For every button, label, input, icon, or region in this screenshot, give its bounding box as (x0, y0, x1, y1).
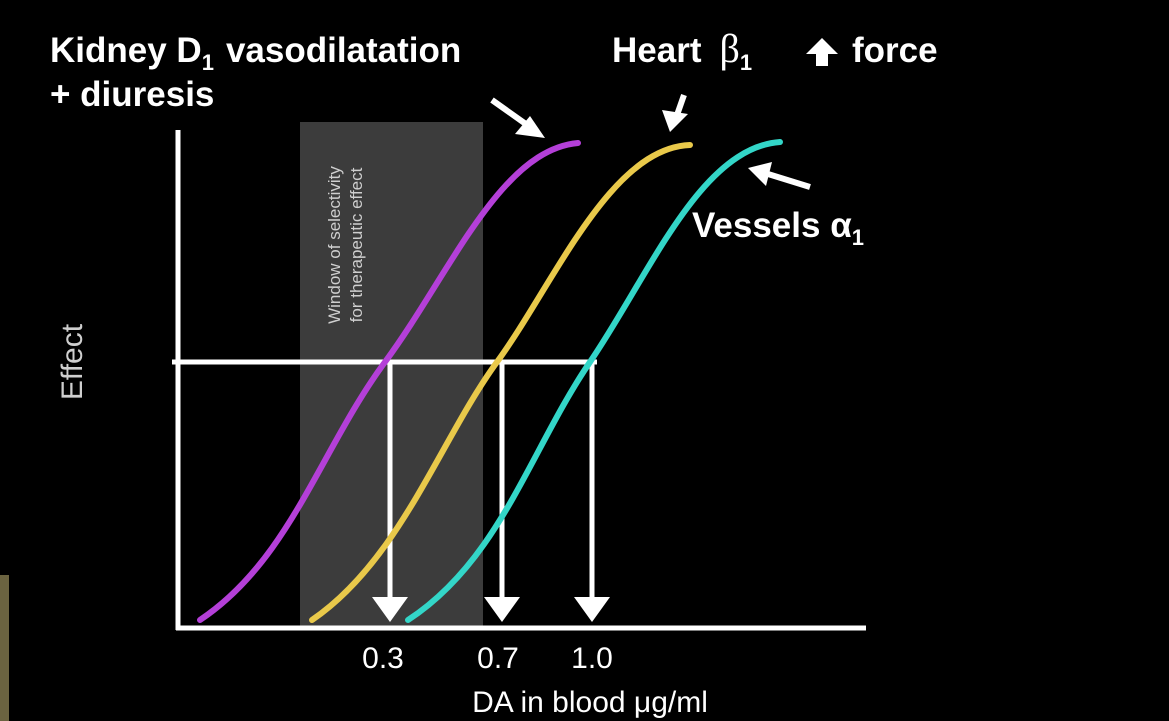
vessels-name: Vessels α (692, 206, 852, 245)
kidney-name: Kidney D (50, 31, 202, 70)
pointer-head (748, 162, 772, 186)
arrowhead (484, 597, 520, 622)
curves (197, 139, 783, 623)
vessels-label: Vessels α1 (692, 206, 864, 250)
heart-name: Heart (612, 31, 702, 70)
kidney-label: Kidney D1 vasodilatation (50, 31, 461, 75)
arrowhead (372, 597, 408, 622)
x-tick-label: 0.3 (362, 642, 404, 675)
heart-subscript: 1 (740, 50, 752, 75)
heart-label: Heart β1 (612, 26, 752, 75)
window-line-2: for therapeutic effect (347, 167, 366, 322)
vessels-curve (405, 139, 783, 623)
x-tick-label: 1.0 (571, 642, 613, 675)
x-tick-label: 0.7 (477, 642, 519, 675)
heart-receptor: β (719, 26, 739, 71)
kidney-effect: vasodilatation (226, 31, 461, 70)
edge-strip (0, 575, 9, 721)
up-arrow-icon (806, 38, 838, 66)
arrowheads (372, 597, 610, 622)
window-line-1: Window of selectivity (325, 166, 344, 324)
pointer-head (515, 116, 545, 138)
pointer (767, 171, 811, 190)
pointer (490, 97, 532, 130)
pointers (490, 94, 811, 190)
y-axis-label: Effect (56, 323, 89, 400)
vessels-subscript: 1 (852, 225, 864, 250)
kidney-subscript: 1 (202, 50, 214, 75)
heart-effect: force (852, 31, 938, 70)
kidney-curve (197, 140, 581, 623)
pointer (674, 94, 687, 116)
x-axis-label: DA in blood μg/ml (472, 686, 708, 719)
window-label: Window of selectivity for therapeutic ef… (325, 166, 366, 324)
pointer-head (662, 110, 688, 132)
heart-curve (309, 142, 693, 623)
kidney-line-2: + diuresis (50, 75, 214, 114)
arrowhead (574, 597, 610, 622)
